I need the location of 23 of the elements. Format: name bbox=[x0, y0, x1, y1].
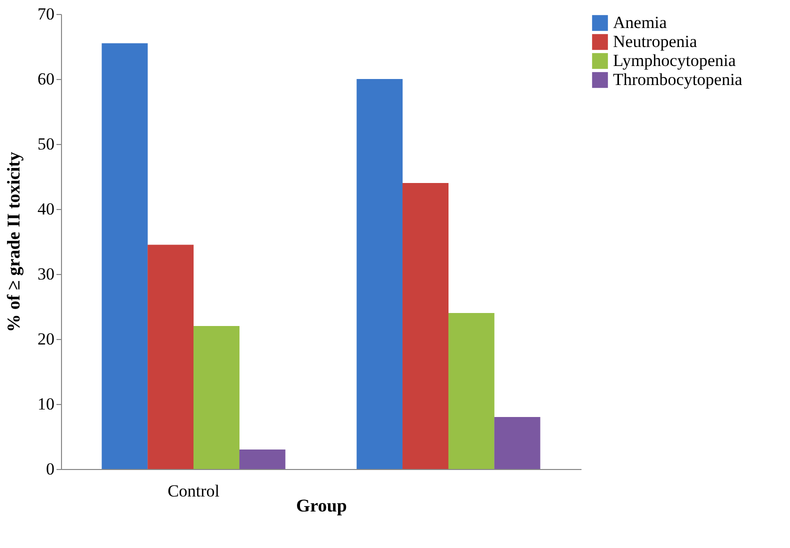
legend-label: Thrombocytopenia bbox=[613, 70, 743, 89]
x-axis-title: Group bbox=[296, 496, 347, 516]
bar bbox=[148, 244, 194, 469]
y-tick-label: 70 bbox=[38, 4, 54, 24]
bar bbox=[102, 43, 148, 469]
y-tick-label: 30 bbox=[38, 264, 54, 284]
bar bbox=[356, 79, 403, 469]
legend-label: Anemia bbox=[613, 13, 668, 32]
y-tick-label: 40 bbox=[38, 200, 54, 218]
legend-label: Lymphocytopenia bbox=[613, 51, 736, 70]
y-tick-label: 20 bbox=[38, 330, 54, 348]
y-tick-label: 60 bbox=[38, 70, 54, 88]
y-tick-label: 50 bbox=[38, 134, 54, 154]
bar bbox=[494, 417, 540, 469]
bar bbox=[402, 183, 449, 469]
y-tick-label: 0 bbox=[46, 460, 54, 478]
bar bbox=[448, 313, 494, 469]
y-tick-label: 10 bbox=[38, 394, 54, 414]
x-tick-label: Control bbox=[168, 482, 220, 500]
bar bbox=[193, 326, 240, 469]
bar bbox=[239, 450, 286, 469]
legend-label: Neutropenia bbox=[613, 32, 698, 51]
y-axis-title: % of ≥ grade II toxicity bbox=[4, 152, 24, 332]
